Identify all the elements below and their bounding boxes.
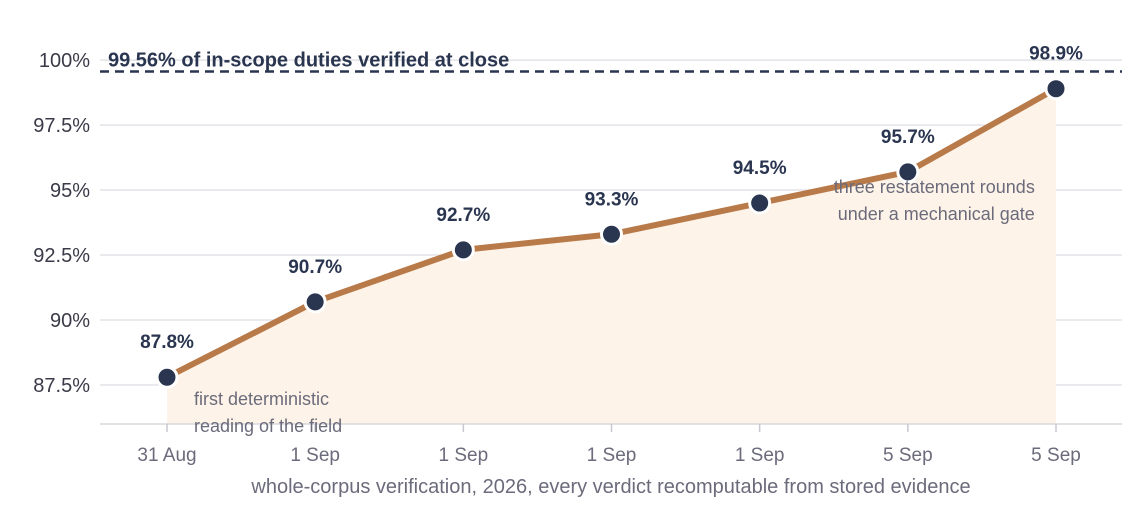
- x-axis-label: whole-corpus verification, 2026, every v…: [250, 476, 970, 498]
- data-label: 87.8%: [140, 332, 194, 353]
- data-point: [748, 191, 772, 215]
- annotation-line: under a mechanical gate: [838, 204, 1035, 224]
- data-label: 92.7%: [436, 205, 490, 226]
- x-axis-ticks: 31 Aug 1 Sep 1 Sep 1 Sep 1 Sep 5 Sep 5 Sep: [137, 424, 1081, 466]
- x-tick-label: 1 Sep: [735, 445, 785, 466]
- x-tick-label: 31 Aug: [137, 445, 196, 466]
- data-point: [600, 222, 623, 246]
- x-tick-label: 5 Sep: [1031, 445, 1081, 466]
- data-point: [303, 290, 327, 314]
- annotations: first deterministic reading of the field t…: [194, 177, 1035, 436]
- data-point: [155, 365, 179, 389]
- y-tick-label: 87.5%: [33, 375, 90, 397]
- x-tick-label: 1 Sep: [439, 445, 489, 466]
- data-label: 94.5%: [733, 158, 787, 179]
- annotation-line: reading of the field: [194, 416, 342, 436]
- x-tick-label: 5 Sep: [883, 445, 933, 466]
- reference-line-label: 99.56% of in-scope duties verified at cl…: [108, 50, 509, 72]
- data-label: 98.9%: [1029, 44, 1083, 65]
- y-tick-label: 100%: [39, 50, 90, 72]
- y-tick-label: 92.5%: [33, 245, 90, 267]
- data-point: [451, 238, 475, 262]
- y-tick-label: 95%: [50, 180, 90, 202]
- y-tick-label: 90%: [50, 310, 90, 332]
- data-point: [896, 160, 920, 184]
- y-tick-label: 97.5%: [33, 115, 90, 137]
- data-point: [1044, 77, 1068, 101]
- data-label: 93.3%: [585, 189, 639, 210]
- x-tick-label: 1 Sep: [290, 445, 340, 466]
- annotation-line: three restatement rounds: [834, 177, 1035, 197]
- data-points: [155, 77, 1068, 389]
- data-label: 90.7%: [288, 257, 342, 278]
- annotation-line: first deterministic: [194, 389, 329, 409]
- x-tick-label: 1 Sep: [587, 445, 637, 466]
- data-label: 95.7%: [881, 127, 935, 148]
- area-fill: [167, 88, 1056, 424]
- y-axis-ticks: 87.5% 90% 92.5% 95% 97.5% 100%: [33, 50, 90, 397]
- data-labels: 87.8% 90.7% 92.7% 93.3% 94.5% 95.7% 98.9%: [140, 44, 1083, 354]
